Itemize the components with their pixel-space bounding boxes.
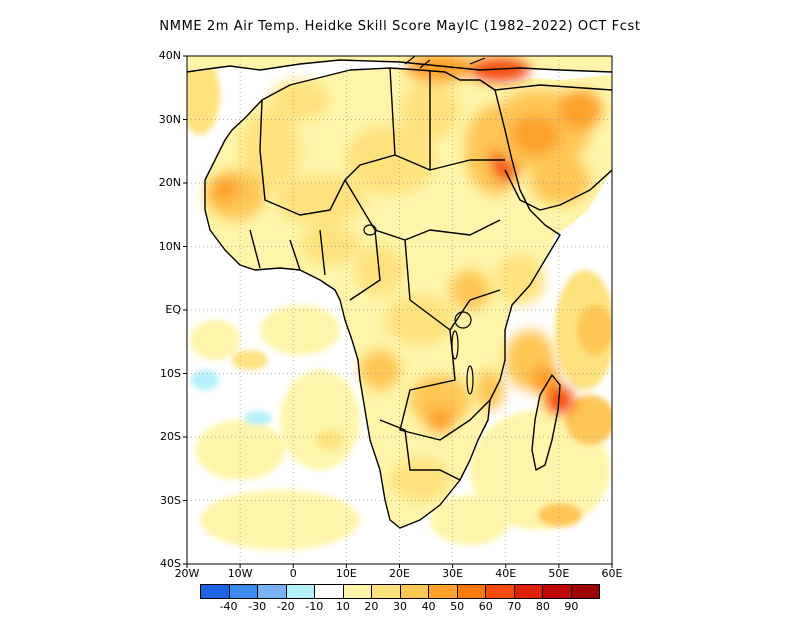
colorbar-label: -10: [305, 600, 324, 613]
colorbar-label: 50: [450, 600, 465, 613]
x-tick-label: 20E: [389, 567, 410, 580]
colorbar-swatch: [457, 585, 486, 598]
colorbar: [200, 584, 600, 599]
y-tick-label: 40S: [160, 557, 181, 570]
lakes: [363, 56, 486, 395]
colorbar-swatch: [543, 585, 572, 598]
y-tick-label: EQ: [165, 303, 181, 316]
colorbar-swatch: [258, 585, 287, 598]
colorbar-swatch: [315, 585, 344, 598]
y-tick-label: 20S: [160, 430, 181, 443]
colorbar-swatch: [400, 585, 429, 598]
colorbar-swatch: [229, 585, 258, 598]
colorbar-label: 80: [535, 600, 550, 613]
y-tick-label: 10N: [158, 239, 181, 253]
colorbar-label: -20: [276, 600, 295, 613]
colorbar-swatch: [486, 585, 515, 598]
axis-ticks: [183, 55, 613, 568]
colorbar-swatch: [343, 585, 372, 598]
colorbar-swatch: [201, 585, 230, 598]
colorbar-swatch: [514, 585, 543, 598]
colorbar-label: -40: [219, 600, 238, 613]
x-tick-label: 30E: [442, 567, 464, 580]
lat-lon-gridlines: [187, 56, 612, 564]
colorbar-swatch: [429, 585, 458, 598]
x-tick-label: 10E: [335, 567, 357, 580]
x-tick-label: 40E: [495, 567, 517, 580]
colorbar-swatch: [571, 585, 599, 598]
colorbar-swatch: [372, 585, 401, 598]
x-tick-label: 20W: [174, 567, 200, 580]
colorbar-label: 90: [564, 600, 579, 613]
colorbar-label: 20: [364, 600, 379, 613]
colorbar-label: 40: [421, 600, 436, 613]
colorbar-swatch: [286, 585, 315, 598]
y-tick-label: 40N: [158, 49, 181, 62]
ocean-skill-patches: [187, 56, 612, 550]
land-skill-patches: [205, 56, 602, 502]
y-tick-label: 10S: [160, 366, 181, 380]
page-title: NMME 2m Air Temp. Heidke Skill Score May…: [159, 19, 641, 34]
colorbar-label: 30: [393, 600, 407, 613]
coastlines-and-borders: [187, 59, 612, 529]
x-tick-label: 0: [289, 567, 297, 580]
map-field: [187, 56, 612, 564]
colorbar-label: 60: [478, 600, 493, 613]
colorbar-label: 70: [507, 600, 522, 613]
x-tick-label: 50E: [548, 567, 570, 580]
x-tick-label: 10W: [227, 567, 253, 580]
colorbar-label: -30: [248, 600, 267, 613]
y-tick-label: 20N: [158, 176, 181, 189]
colorbar-label: 10: [335, 600, 350, 613]
y-tick-label: 30N: [158, 112, 181, 126]
x-tick-label: 60E: [601, 567, 623, 580]
y-tick-label: 30S: [160, 493, 181, 507]
